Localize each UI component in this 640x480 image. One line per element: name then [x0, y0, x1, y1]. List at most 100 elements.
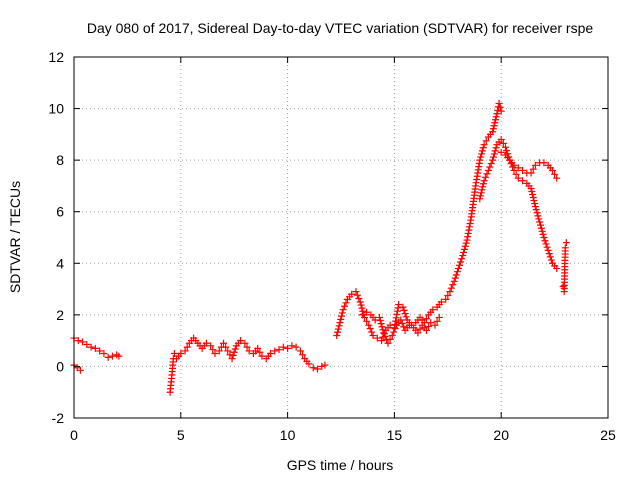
data-point	[531, 161, 539, 169]
data-point	[480, 141, 488, 149]
data-point	[366, 325, 374, 333]
data-point	[245, 347, 253, 355]
data-point	[492, 116, 500, 124]
data-point	[399, 303, 407, 311]
data-point	[444, 292, 452, 300]
data-point	[381, 332, 389, 340]
data-point	[478, 150, 486, 158]
data-point	[338, 309, 346, 317]
data-point	[497, 107, 505, 115]
data-point	[429, 306, 437, 314]
data-point	[529, 165, 537, 173]
data-point	[537, 221, 545, 229]
y-tick-label: 10	[48, 101, 64, 117]
data-point	[544, 246, 552, 254]
data-point	[386, 335, 394, 343]
data-point	[491, 119, 499, 127]
data-point	[254, 344, 262, 352]
data-point	[386, 321, 394, 329]
data-point	[465, 226, 473, 234]
data-point	[540, 234, 548, 241]
data-point	[480, 177, 488, 185]
data-point	[478, 147, 486, 155]
data-point	[431, 321, 439, 329]
data-point	[532, 206, 540, 214]
data-point	[492, 113, 500, 121]
data-point	[478, 186, 486, 194]
data-point	[314, 365, 322, 373]
data-point	[378, 337, 386, 345]
data-point	[509, 163, 517, 171]
data-point	[338, 312, 346, 320]
data-point	[230, 348, 238, 356]
data-point	[177, 350, 185, 358]
data-point	[456, 261, 464, 269]
data-point	[499, 139, 507, 147]
data-point	[299, 351, 307, 359]
data-point	[527, 185, 535, 193]
data-point	[215, 347, 223, 355]
data-point	[492, 144, 500, 152]
data-point	[402, 313, 410, 321]
data-point	[425, 322, 433, 330]
data-point	[464, 233, 472, 241]
data-point	[334, 328, 342, 336]
data-point	[115, 352, 123, 360]
data-point	[482, 137, 490, 145]
y-tick-label: -2	[52, 410, 65, 426]
data-point	[461, 242, 469, 250]
data-point	[397, 316, 405, 324]
data-point	[503, 146, 511, 154]
data-point	[243, 343, 251, 351]
data-point	[542, 240, 550, 248]
data-point	[452, 271, 460, 279]
data-point	[388, 331, 396, 339]
data-point	[202, 339, 210, 347]
data-point	[379, 326, 387, 334]
data-point	[536, 218, 544, 226]
data-point	[463, 236, 471, 244]
data-point	[479, 180, 487, 188]
data-point	[489, 128, 497, 136]
data-point	[489, 125, 497, 133]
data-point	[497, 148, 505, 156]
data-point	[393, 310, 401, 318]
data-point	[531, 203, 539, 211]
data-point	[284, 344, 292, 352]
data-point	[363, 317, 371, 325]
data-point	[394, 304, 402, 312]
data-point	[458, 255, 466, 263]
data-point	[422, 326, 430, 334]
data-point	[496, 103, 504, 111]
data-point	[309, 364, 317, 372]
data-point	[380, 329, 388, 337]
data-point	[529, 194, 537, 202]
data-point	[453, 268, 461, 276]
data-point	[170, 350, 178, 358]
data-point	[541, 237, 549, 245]
data-point	[398, 319, 406, 327]
data-point	[467, 216, 475, 224]
data-point	[305, 360, 313, 368]
data-point	[551, 170, 559, 178]
data-point	[363, 308, 371, 316]
data-point	[231, 345, 239, 353]
data-point	[437, 298, 445, 306]
data-point	[207, 342, 215, 350]
data-point	[391, 325, 399, 333]
data-point	[400, 323, 408, 331]
data-point	[405, 321, 413, 329]
data-point	[514, 164, 522, 172]
data-point	[333, 331, 341, 339]
x-tick-label: 5	[177, 427, 185, 443]
data-point	[477, 192, 485, 200]
data-point	[348, 290, 356, 298]
data-point	[352, 288, 360, 296]
data-point	[296, 347, 304, 355]
data-point	[462, 239, 470, 247]
data-point	[501, 143, 509, 151]
data-point	[527, 169, 535, 177]
data-point	[489, 156, 497, 164]
data-point	[493, 110, 501, 118]
